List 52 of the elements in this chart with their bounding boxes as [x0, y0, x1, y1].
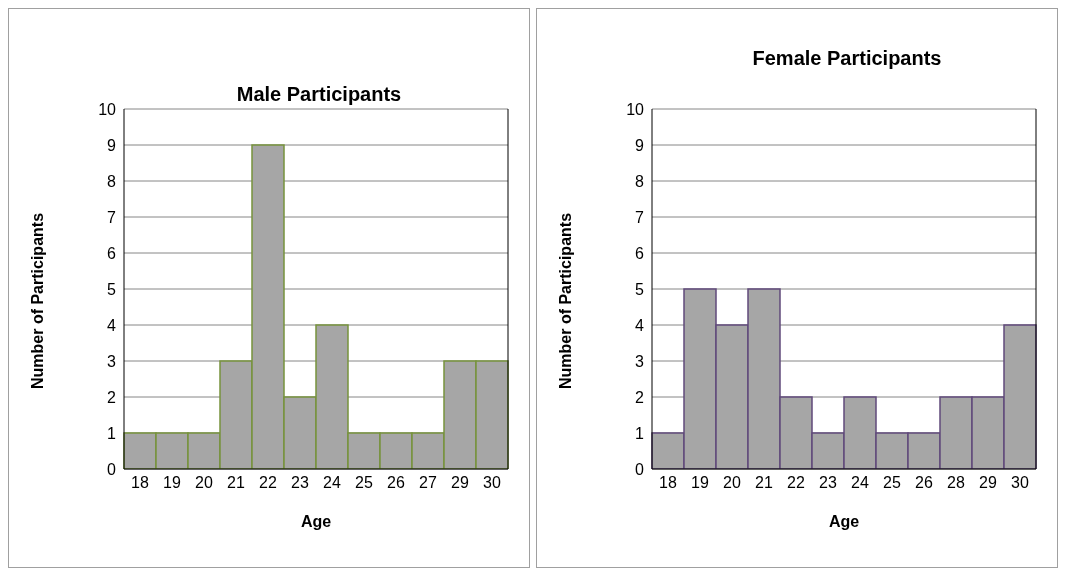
- y-tick-label: 9: [635, 136, 645, 154]
- y-tick-label: 8: [107, 172, 117, 190]
- y-tick-label: 9: [107, 136, 117, 154]
- x-tick-label: 24: [851, 474, 869, 492]
- x-tick-label: 30: [1011, 474, 1029, 492]
- x-tick-label: 24: [323, 474, 341, 492]
- x-tick-label: 19: [163, 474, 181, 492]
- y-tick-label: 6: [107, 244, 117, 262]
- x-tick-label: 23: [291, 474, 309, 492]
- y-tick-label: 2: [107, 388, 117, 406]
- y-tick-label: 0: [107, 460, 117, 478]
- chart-title: Female Participants: [751, 47, 943, 70]
- x-tick-label: 18: [131, 474, 149, 492]
- y-axis-title: Number of Participants: [28, 212, 46, 389]
- x-tick-label: 19: [691, 474, 709, 492]
- x-axis-title: Age: [828, 513, 860, 530]
- x-tick-label: 27: [419, 474, 437, 492]
- x-tick-label: 22: [259, 474, 277, 492]
- x-tick-label: 29: [979, 474, 997, 492]
- y-tick-label: 8: [635, 172, 645, 190]
- x-tick-label: 26: [387, 474, 405, 492]
- y-tick-label: 3: [635, 352, 645, 370]
- x-tick-label: 25: [355, 474, 373, 492]
- y-tick-label: 3: [107, 352, 117, 370]
- chart-title: Male Participants: [235, 83, 403, 106]
- x-tick-label: 22: [787, 474, 805, 492]
- x-tick-label: 18: [659, 474, 677, 492]
- x-tick-label: 25: [883, 474, 901, 492]
- x-axis-title: Age: [300, 513, 332, 530]
- x-tick-label: 28: [947, 474, 965, 492]
- y-tick-label: 10: [98, 100, 117, 118]
- x-tick-label: 20: [723, 474, 741, 492]
- x-tick-label: 23: [819, 474, 837, 492]
- y-tick-label: 7: [635, 208, 645, 226]
- y-tick-label: 6: [635, 244, 645, 262]
- y-tick-label: 2: [635, 388, 645, 406]
- y-tick-label: 4: [635, 316, 645, 334]
- y-tick-label: 5: [107, 280, 117, 298]
- y-tick-label: 4: [107, 316, 117, 334]
- x-tick-label: 26: [915, 474, 933, 492]
- y-tick-label: 0: [635, 460, 645, 478]
- x-tick-label: 29: [451, 474, 469, 492]
- x-tick-label: 20: [195, 474, 213, 492]
- y-tick-label: 10: [626, 100, 645, 118]
- y-axis-title: Number of Participants: [556, 212, 574, 389]
- x-tick-label: 21: [755, 474, 773, 492]
- x-tick-label: 30: [483, 474, 501, 492]
- y-tick-label: 5: [635, 280, 645, 298]
- y-tick-label: 7: [107, 208, 117, 226]
- y-tick-label: 1: [107, 424, 117, 442]
- x-tick-label: 21: [227, 474, 245, 492]
- y-tick-label: 1: [635, 424, 645, 442]
